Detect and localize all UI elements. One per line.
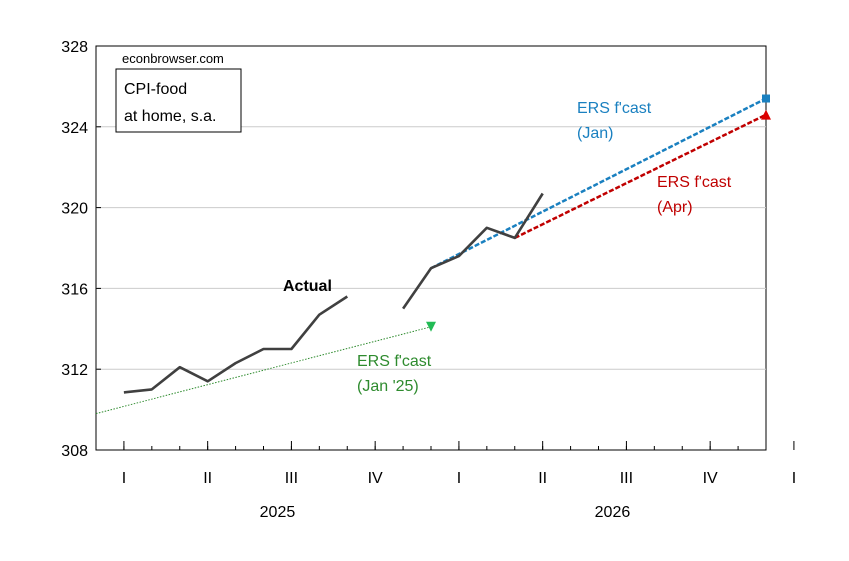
forecast-line-2 [430, 97, 767, 270]
legend-title-line-1: CPI-food [124, 81, 187, 98]
x-quarter-label: II [203, 470, 212, 487]
actual-line-segment-2 [402, 192, 544, 310]
y-tick-label: 308 [61, 443, 88, 460]
x-quarter-label: IV [703, 470, 718, 487]
x-quarter-label: I [122, 470, 126, 487]
series-label-1-line-2: (Jan '25) [357, 378, 419, 395]
forecast-marker-square [762, 94, 770, 103]
forecast-line-3 [514, 113, 767, 240]
series-labels: ERS f'cast (Jan '25) ERS f'cast (Jan) ERS f'… [357, 100, 732, 395]
y-tick-label: 324 [61, 120, 88, 137]
x-quarter-label: III [285, 470, 298, 487]
series-label-2-line-1: ERS f'cast [577, 100, 652, 117]
x-quarter-label: I [457, 470, 461, 487]
forecast-marker-triangle-down [426, 321, 436, 332]
x-quarter-label: III [620, 470, 633, 487]
x-quarter-label: IV [368, 470, 383, 487]
y-tick-label: 320 [61, 201, 88, 218]
y-tick-label: 316 [61, 281, 88, 298]
actual-annotation: Actual [283, 278, 332, 295]
series-label-1-line-1: ERS f'cast [357, 353, 432, 370]
x-year-label: 2025 [260, 504, 296, 521]
series-label-3-line-2: (Apr) [657, 199, 693, 216]
x-quarter-label: I [792, 470, 796, 487]
forecast-line-1 [95, 326, 432, 415]
y-axis: 308 312 316 320 324 328 [61, 39, 101, 460]
legend-title-line-2: at home, s.a. [124, 108, 217, 125]
x-quarter-label: II [538, 470, 547, 487]
legend-box: CPI-food at home, s.a. [115, 68, 242, 133]
actual-line-segment-1 [123, 295, 349, 394]
x-year-label: 2026 [595, 504, 631, 521]
legend-box-frame [115, 68, 242, 133]
forecast-marker-triangle-up [761, 109, 771, 120]
series-label-2-line-2: (Jan) [577, 125, 613, 142]
series-layer [95, 94, 771, 415]
series-label-3-line-1: ERS f'cast [657, 174, 732, 191]
source-note: econbrowser.com [122, 51, 224, 66]
y-tick-label: 328 [61, 39, 88, 56]
y-tick-label: 312 [61, 362, 88, 379]
